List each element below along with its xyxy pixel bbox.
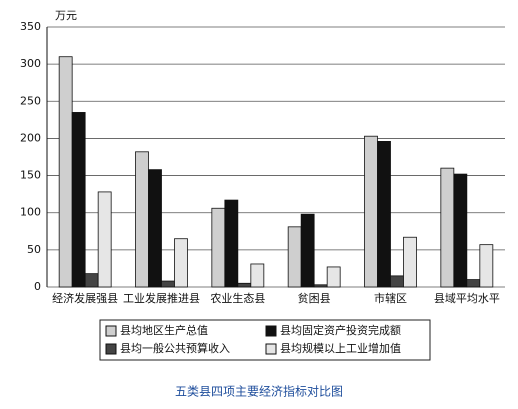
y-tick-label: 0 xyxy=(34,280,41,293)
bar xyxy=(403,236,417,288)
x-tick-label: 县域平均水平 xyxy=(434,292,500,305)
bar xyxy=(97,191,112,288)
y-tick-label: 350 xyxy=(20,20,41,33)
bar xyxy=(135,151,149,288)
y-tick-label: 200 xyxy=(20,131,41,144)
bar xyxy=(250,263,265,288)
bar xyxy=(390,275,404,288)
legend-swatch xyxy=(265,325,277,337)
legend-swatch xyxy=(105,325,117,337)
legend-label: 县均地区生产总值 xyxy=(120,323,208,337)
bar xyxy=(84,273,99,288)
legend-box xyxy=(99,319,431,361)
y-tick-label: 150 xyxy=(20,169,41,182)
x-tick-label: 经济发展强县 xyxy=(52,291,118,305)
legend-label: 县均规模以上工业增加值 xyxy=(280,341,401,355)
x-tick-label: 市辖区 xyxy=(374,291,407,305)
y-tick-label: 50 xyxy=(27,243,41,256)
legend-label: 县均固定资产投资完成额 xyxy=(280,323,401,337)
x-tick-label: 工业发展推进县 xyxy=(123,291,200,305)
legend-swatch xyxy=(265,343,277,355)
y-tick-label: 250 xyxy=(20,94,41,107)
bar xyxy=(174,238,188,288)
y-tick-label: 100 xyxy=(20,206,41,219)
legend-swatch xyxy=(105,343,117,355)
bar xyxy=(479,244,494,288)
bar xyxy=(440,167,455,288)
y-unit: 万元 xyxy=(55,9,77,22)
bar xyxy=(364,135,378,288)
x-tick-label: 农业生态县 xyxy=(210,291,265,305)
bar xyxy=(237,282,252,288)
bar xyxy=(326,266,341,288)
x-tick-label: 贫困县 xyxy=(298,291,331,305)
bar xyxy=(58,56,73,288)
bar xyxy=(224,199,239,288)
chart-title: 五类县四项主要经济指标对比图 xyxy=(175,384,343,399)
bar xyxy=(313,284,328,288)
y-tick-label: 300 xyxy=(20,57,41,70)
bar xyxy=(161,280,175,288)
legend-label: 县均一般公共预算收入 xyxy=(120,341,230,355)
bar xyxy=(300,213,315,288)
bar xyxy=(211,207,226,288)
bar xyxy=(453,173,468,288)
bar xyxy=(287,226,302,288)
bar xyxy=(377,140,391,288)
bar xyxy=(148,169,162,288)
bar xyxy=(466,279,481,288)
bar xyxy=(71,112,86,288)
